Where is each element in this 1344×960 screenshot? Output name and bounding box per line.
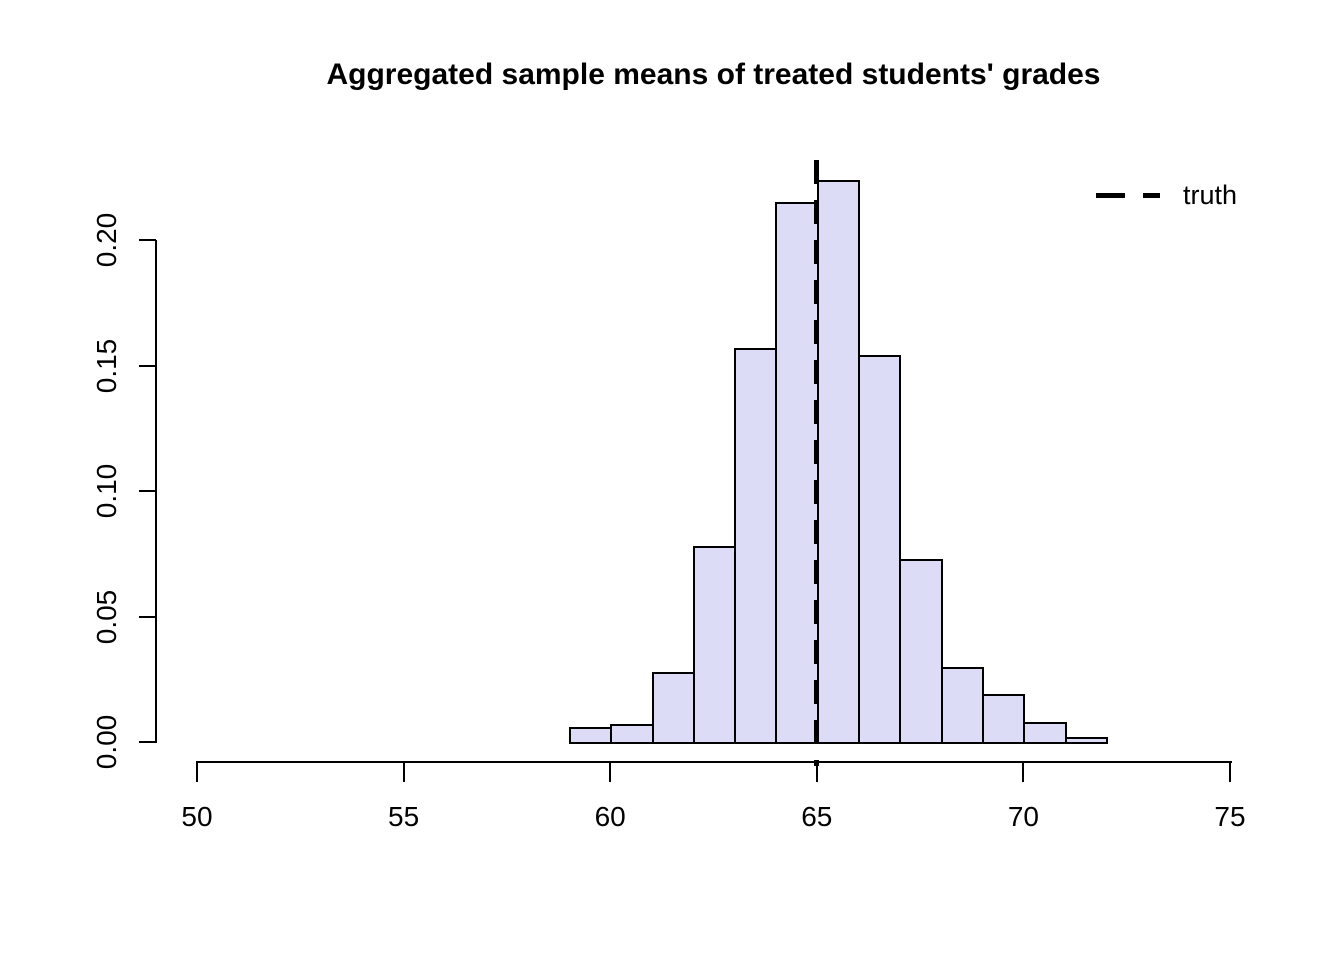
- chart-title: Aggregated sample means of treated stude…: [326, 58, 1101, 91]
- hist-bar-59-60: [568, 726, 613, 744]
- hist-bar-65-66: [816, 179, 861, 744]
- x-tick-label-70: 70: [1007, 801, 1039, 832]
- hist-bar-67-68: [899, 558, 943, 744]
- y-tick-0.15: [139, 364, 156, 367]
- hist-bar-70-71: [1023, 721, 1067, 744]
- x-tick-label-55: 55: [388, 801, 420, 832]
- x-axis-line: [196, 761, 1232, 763]
- truth-vertical-line: [814, 160, 820, 766]
- hist-bar-64-65: [775, 202, 819, 744]
- x-tick-75: [1229, 762, 1231, 782]
- y-tick-label-0.05: 0.05: [91, 589, 122, 644]
- legend-label-truth: truth: [1183, 180, 1238, 210]
- x-tick-65: [815, 762, 818, 782]
- hist-bar-60-61: [610, 724, 654, 744]
- y-tick-label-0.20: 0.20: [91, 212, 122, 268]
- hist-bar-63-64: [734, 347, 778, 744]
- y-tick-label-0.00: 0.00: [91, 714, 122, 770]
- x-tick-label-60: 60: [594, 801, 626, 832]
- x-tick-50: [196, 762, 198, 782]
- x-tick-70: [1022, 762, 1025, 782]
- x-tick-60: [609, 762, 612, 782]
- hist-bar-69-70: [982, 694, 1026, 744]
- y-axis-line: [155, 240, 157, 743]
- hist-bar-71-72: [1064, 736, 1109, 744]
- y-tick-0.00: [139, 741, 156, 743]
- x-tick-label-50: 50: [181, 801, 213, 832]
- y-tick-0.20: [139, 239, 156, 241]
- hist-bar-68-69: [940, 666, 985, 744]
- y-tick-label-0.10: 0.10: [91, 463, 122, 519]
- x-tick-label-65: 65: [801, 801, 833, 832]
- hist-bar-61-62: [651, 671, 695, 744]
- x-tick-55: [402, 762, 405, 782]
- y-tick-label-0.15: 0.15: [91, 338, 122, 393]
- dashed-line-legend-swatch: [1096, 193, 1160, 198]
- hist-bar-66-67: [858, 355, 902, 744]
- y-tick-0.05: [139, 615, 156, 618]
- hist-bar-62-63: [692, 546, 737, 744]
- y-tick-0.10: [139, 490, 156, 492]
- x-tick-label-75: 75: [1214, 801, 1246, 832]
